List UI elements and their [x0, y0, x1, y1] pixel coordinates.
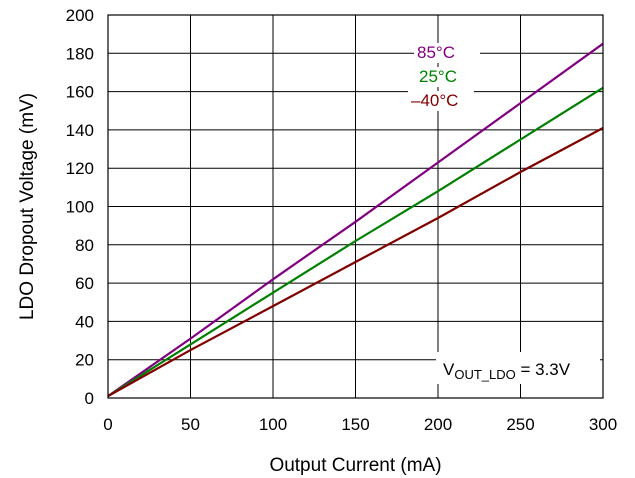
x-tick-label: 150 [341, 415, 369, 434]
y-tick-label: 0 [85, 389, 94, 408]
series-label-bg [414, 43, 480, 63]
series-line-0 [107, 42, 604, 398]
annotation-background [436, 352, 600, 384]
x-tick-labels: 0 50 100 150 200 250 300 [103, 415, 617, 434]
y-tick-labels: 0 20 40 60 80 100 120 140 160 180 200 [66, 6, 94, 408]
x-tick-label: 100 [259, 415, 287, 434]
series-label: 25°C [419, 67, 457, 86]
y-tick-label: 60 [75, 274, 94, 293]
y-tick-label: 100 [66, 198, 94, 217]
y-tick-label: 160 [66, 83, 94, 102]
y-tick-label: 180 [66, 44, 94, 63]
y-axis-label: LDO Dropout Voltage (mV) [17, 93, 38, 320]
annotation-main: V [443, 360, 455, 379]
y-tick-label: 120 [66, 159, 94, 178]
x-tick-label: 250 [506, 415, 534, 434]
series-line-2 [107, 127, 604, 398]
y-tick-label: 40 [75, 312, 94, 331]
series-label: 85°C [417, 43, 455, 62]
series-labels: 85°C 25°C –40°C [408, 43, 482, 111]
x-tick-label: 0 [103, 415, 112, 434]
x-tick-label: 50 [181, 415, 200, 434]
y-tick-label: 200 [66, 6, 94, 25]
series-label-bg [416, 67, 482, 87]
annotation-rest: = 3.3V [516, 360, 571, 379]
x-tick-label: 200 [424, 415, 452, 434]
y-tick-label: 80 [75, 236, 94, 255]
plot-frame [107, 14, 604, 399]
annotation-text: VOUT_LDO = 3.3V [443, 360, 571, 382]
series-lines [107, 42, 604, 398]
series-label: –40°C [411, 91, 458, 110]
series-line-1 [107, 86, 604, 398]
y-tick-label: 20 [75, 351, 94, 370]
vout-annotation: VOUT_LDO = 3.3V [436, 352, 600, 384]
annotation-subscript: OUT_LDO [454, 367, 515, 382]
x-axis-label: Output Current (mA) [269, 455, 441, 476]
y-tick-label: 140 [66, 121, 94, 140]
x-tick-label: 300 [589, 415, 617, 434]
series-label-bg [408, 91, 474, 111]
grid-lines [108, 15, 603, 398]
